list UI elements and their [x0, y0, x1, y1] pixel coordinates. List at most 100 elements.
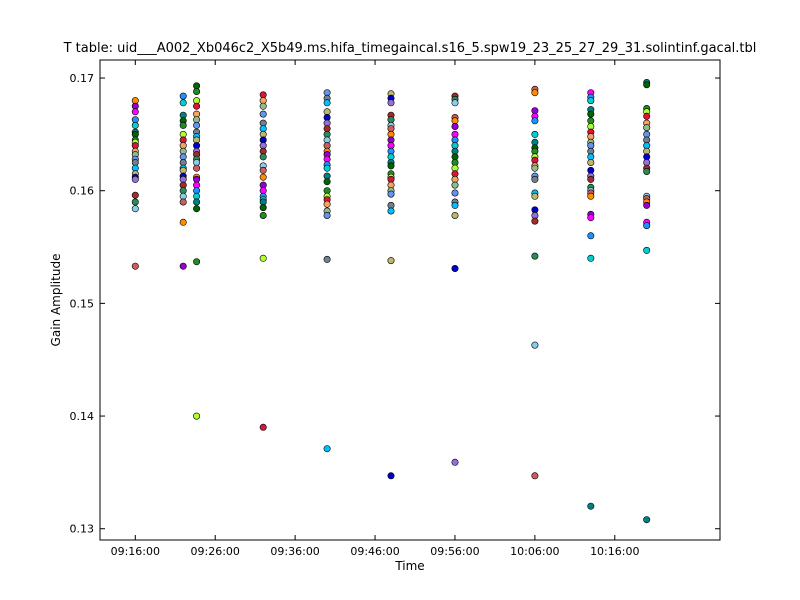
data-point [259, 254, 267, 262]
data-point [643, 516, 651, 524]
y-tick: 0.16 [70, 185, 720, 198]
x-tick-label: 09:16:00 [111, 545, 160, 558]
y-axis-label: Gain Amplitude [49, 254, 63, 347]
x-axis-label: Time [394, 559, 424, 573]
data-point [531, 217, 539, 225]
data-point [323, 178, 331, 186]
data-point [131, 262, 139, 270]
data-point [587, 502, 595, 510]
data-point [131, 108, 139, 116]
data-point [193, 198, 201, 206]
data-point [531, 117, 539, 125]
x-tick-label: 09:26:00 [191, 545, 240, 558]
data-point [451, 201, 459, 209]
data-point [179, 198, 187, 206]
data-point [323, 255, 331, 263]
x-tick: 09:26:00 [191, 60, 240, 558]
data-point [259, 204, 267, 212]
data-point [259, 153, 267, 161]
data-point [387, 99, 395, 107]
data-point [193, 412, 201, 420]
data-point [643, 168, 651, 176]
data-point [451, 123, 459, 131]
data-point [259, 212, 267, 220]
y-tick-label: 0.13 [70, 523, 95, 536]
data-point [131, 205, 139, 213]
y-tick: 0.17 [70, 72, 720, 85]
data-point [387, 190, 395, 198]
data-point [193, 164, 201, 172]
data-point [179, 121, 187, 129]
data-point [259, 173, 267, 181]
data-point [451, 189, 459, 197]
data-points [131, 79, 651, 524]
data-point [451, 264, 459, 272]
data-point [531, 472, 539, 480]
data-point [643, 81, 651, 89]
data-point [643, 222, 651, 230]
data-point [587, 110, 595, 118]
data-point [587, 159, 595, 167]
data-point [323, 164, 331, 172]
y-tick-label: 0.15 [70, 297, 95, 310]
data-point [131, 191, 139, 199]
data-point [643, 246, 651, 254]
data-point [531, 192, 539, 200]
y-tick-label: 0.16 [70, 185, 95, 198]
data-point [587, 214, 595, 222]
data-point [131, 121, 139, 129]
data-point [643, 124, 651, 132]
data-point [451, 212, 459, 220]
data-point [587, 97, 595, 105]
data-point [587, 175, 595, 183]
x-tick: 09:56:00 [430, 60, 480, 558]
x-tick: 09:36:00 [270, 60, 320, 558]
y-tick-label: 0.14 [70, 410, 95, 423]
chart-title: T table: uid___A002_Xb046c2_X5b49.ms.hif… [63, 41, 757, 56]
data-point [179, 99, 187, 107]
y-tick: 0.14 [70, 410, 720, 423]
data-point [323, 200, 331, 208]
data-point [587, 232, 595, 240]
data-point [179, 262, 187, 270]
data-point [193, 102, 201, 110]
data-point [179, 218, 187, 226]
data-point [531, 341, 539, 349]
plot-frame [99, 59, 721, 541]
y-tick: 0.15 [70, 297, 720, 310]
data-point [259, 102, 267, 110]
data-point [587, 254, 595, 262]
data-point [193, 205, 201, 213]
data-point [387, 207, 395, 215]
x-tick: 10:06:00 [510, 60, 560, 558]
data-point [531, 164, 539, 172]
data-point [643, 201, 651, 209]
x-tick: 09:16:00 [111, 60, 160, 558]
data-point [387, 162, 395, 170]
x-tick-label: 09:46:00 [350, 545, 399, 558]
data-point [323, 445, 331, 453]
y-tick: 0.13 [70, 523, 720, 536]
data-point [451, 181, 459, 189]
data-point [179, 92, 187, 100]
data-point [587, 192, 595, 200]
data-point [531, 252, 539, 260]
data-point [193, 88, 201, 96]
data-point [193, 258, 201, 266]
data-point [323, 99, 331, 107]
x-tick-label: 09:36:00 [270, 545, 319, 558]
data-point [451, 99, 459, 107]
data-point [531, 130, 539, 138]
data-point [131, 175, 139, 183]
data-point [531, 89, 539, 97]
data-point [643, 112, 651, 120]
y-tick-label: 0.17 [70, 72, 95, 85]
data-point [259, 166, 267, 174]
data-point [259, 110, 267, 118]
data-point [531, 175, 539, 183]
data-point [131, 198, 139, 206]
data-point [387, 472, 395, 480]
x-tick-label: 10:16:00 [590, 545, 639, 558]
